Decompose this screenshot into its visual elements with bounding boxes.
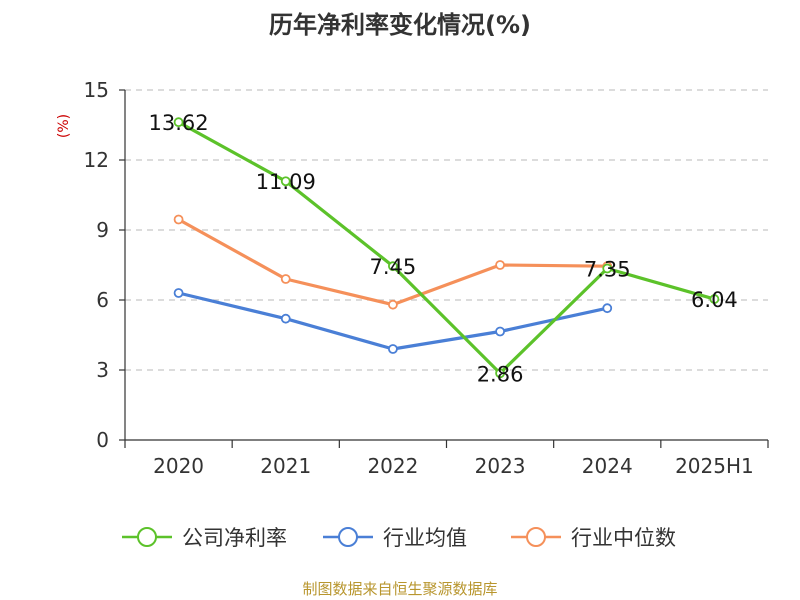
series-point-0 <box>495 368 505 379</box>
y-tick-label: 12 <box>84 148 109 172</box>
legend: 公司净利率 行业均值 行业中位数 <box>122 526 676 550</box>
y-tick-label: 3 <box>96 358 109 382</box>
data-label: 2.86 <box>477 362 524 386</box>
data-label: 6.04 <box>691 288 738 312</box>
source-note: 制图数据来自恒生聚源数据库 <box>302 580 497 598</box>
chart-title: 历年净利率变化情况(%) <box>269 11 531 39</box>
series-point-0 <box>280 176 291 187</box>
series-point-1 <box>388 344 398 354</box>
y-axis-label: (%) <box>56 114 72 138</box>
x-tick-label: 2025H1 <box>675 454 754 478</box>
y-tick-label: 0 <box>96 428 109 452</box>
x-tick-label: 2020 <box>153 454 204 478</box>
data-label-layer: 13.62 11.09 7.45 2.86 7.35 6.04 <box>149 111 738 386</box>
series-point-1 <box>495 326 505 337</box>
y-tick-label: 15 <box>84 78 109 102</box>
legend-label-0: 公司净利率 <box>182 526 287 550</box>
series-point-2 <box>495 260 505 270</box>
legend-marker-0 <box>137 527 157 547</box>
x-tick-label: 2022 <box>367 454 418 478</box>
series-line-0 <box>177 120 715 375</box>
data-label: 13.62 <box>149 111 209 135</box>
data-label: 7.35 <box>584 258 631 282</box>
series-point-2 <box>173 214 184 225</box>
data-label: 11.09 <box>256 170 316 194</box>
axis-layer: 0 3 6 9 12 15 2020 2021 2022 2023 2024 2025H1 <box>84 78 769 478</box>
series-point-1 <box>602 303 613 314</box>
series-layer <box>173 117 720 379</box>
y-tick-label: 6 <box>96 288 109 312</box>
series-point-0 <box>709 294 720 304</box>
legend-marker-2 <box>526 527 546 547</box>
data-label: 7.45 <box>370 255 417 279</box>
x-tick-label: 2024 <box>582 454 633 478</box>
legend-label-1: 行业均值 <box>383 526 467 550</box>
y-tick-label: 9 <box>96 218 109 242</box>
series-point-0 <box>388 261 398 272</box>
series-point-1 <box>173 288 184 298</box>
legend-marker-1 <box>338 527 358 547</box>
legend-label-2: 行业中位数 <box>571 526 676 550</box>
x-tick-label: 2023 <box>475 454 526 478</box>
series-point-0 <box>173 117 184 128</box>
series-point-0 <box>602 263 613 274</box>
series-point-2 <box>388 299 398 310</box>
series-point-1 <box>280 313 291 324</box>
grid-layer <box>125 89 768 371</box>
x-tick-label: 2021 <box>260 454 311 478</box>
series-point-2 <box>280 274 291 284</box>
